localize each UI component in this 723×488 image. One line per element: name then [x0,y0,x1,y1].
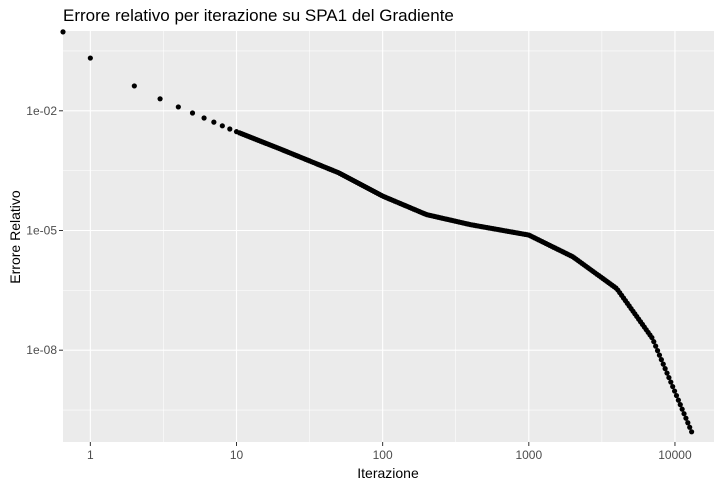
data-point [689,429,695,435]
data-point [651,339,657,345]
x-axis: 1 10 100 1000 10000 [87,442,692,462]
data-point [660,361,666,367]
data-point [656,352,663,358]
y-tick-label: 1e-08 [26,343,57,357]
data-point [201,115,207,121]
data-point [673,392,680,399]
data-point [654,348,661,354]
data-point [671,388,678,394]
data-point [666,374,672,381]
data-point [679,406,685,412]
data-point [219,123,225,129]
y-axis-title: Errore Relativo [7,190,23,284]
data-point [60,29,66,35]
data-point [675,397,681,403]
x-tick-label: 10 [230,448,244,462]
y-tick-label: 1e-05 [26,223,57,237]
data-point [131,83,137,89]
x-tick-label: 1000 [515,448,542,462]
y-axis: 1e-02 1e-05 1e-08 [26,104,63,357]
data-point [681,411,687,417]
data-point [668,379,674,385]
minor-gridlines [63,31,714,442]
major-gridlines [63,31,714,442]
x-axis-title: Iterazione [357,465,419,481]
x-tick-label: 100 [373,448,393,462]
data-point [211,119,217,125]
data-point [653,343,659,349]
data-point [227,126,233,132]
data-point [649,334,655,341]
data-point [87,55,93,61]
data-point [658,357,664,363]
x-tick-label: 1 [87,448,94,462]
data-point [685,420,691,426]
data-point [670,383,676,390]
data-point [677,402,683,408]
data-point [189,110,196,116]
data-point [683,415,689,421]
data-point [687,424,693,430]
chart-title: Errore relativo per iterazione su SPA1 d… [63,6,454,25]
data-points [60,29,695,435]
data-point [175,104,181,110]
data-point [157,96,163,102]
y-tick-label: 1e-02 [26,104,57,118]
x-tick-label: 10000 [658,448,692,462]
data-point [664,370,670,376]
data-point [662,366,668,372]
plot-panel [63,31,714,442]
